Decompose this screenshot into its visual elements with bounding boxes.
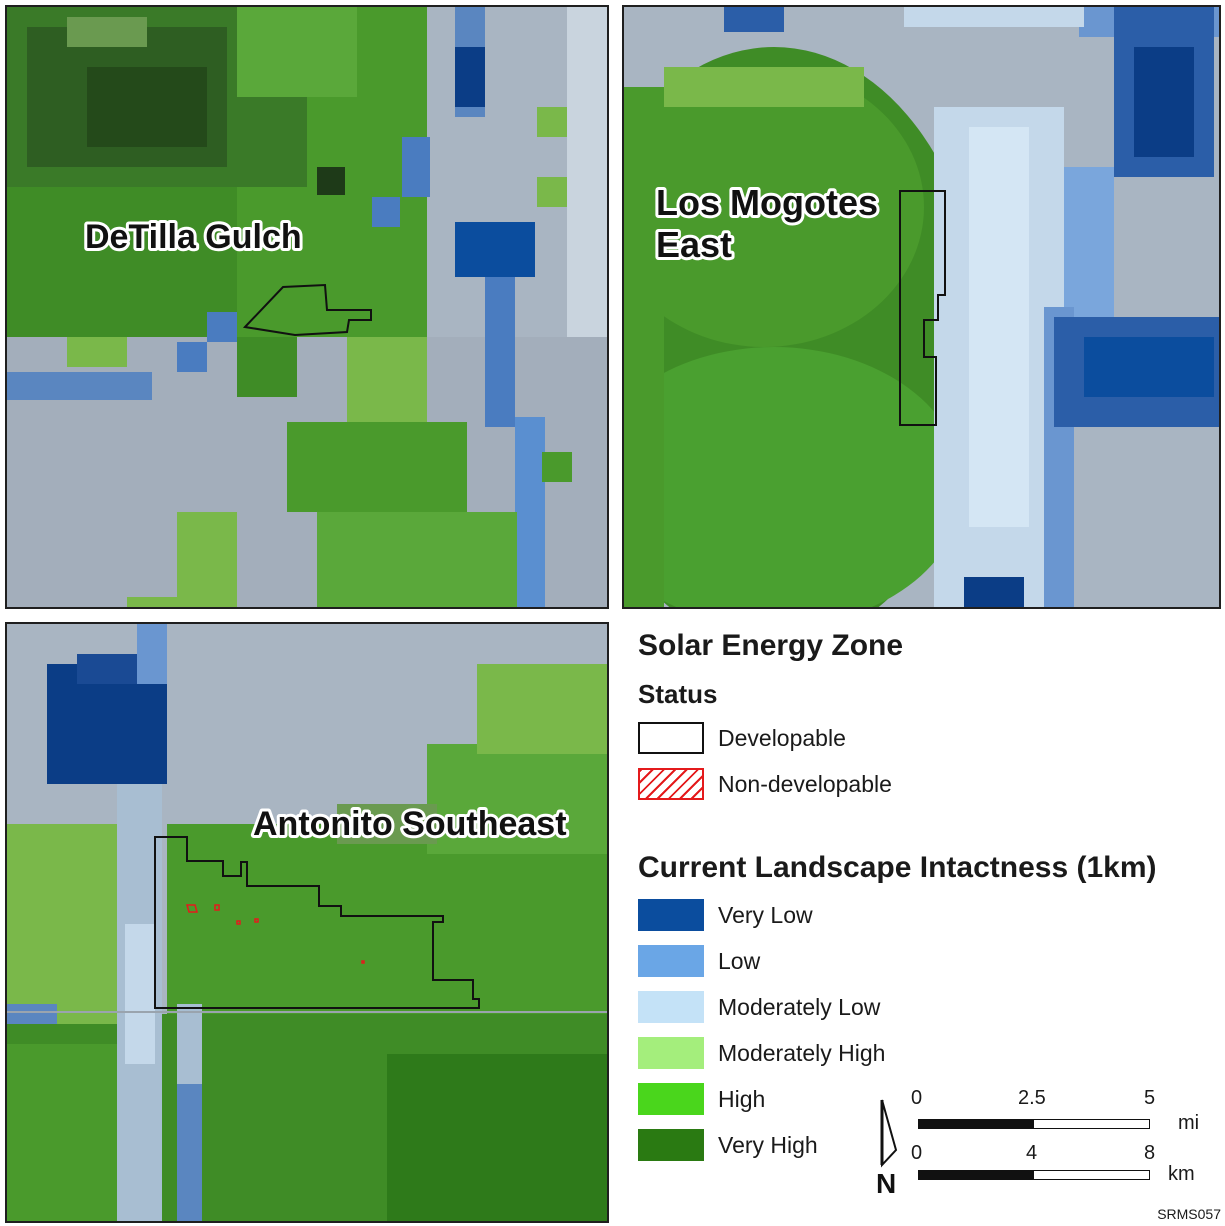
intactness-heading: Current Landscape Intactness (1km) [638, 851, 1156, 885]
map-panel-antonito-southeast[interactable]: Antonito Southeast [5, 622, 609, 1223]
legend-item-moderately-high: Moderately High [638, 1035, 885, 1071]
scale-bar-miles [918, 1119, 1150, 1129]
label-detilla-gulch: DeTilla Gulch [85, 218, 302, 256]
map-panel-los-mogotes-east[interactable]: Los Mogotes East [622, 5, 1221, 609]
scale-mi-unit: mi [1178, 1112, 1199, 1135]
high-swatch [638, 1083, 704, 1115]
map-credit: SRMS057 [1157, 1206, 1221, 1222]
legend: Solar Energy Zone Status Developable Non… [638, 625, 1218, 1220]
moderately-high-swatch [638, 1037, 704, 1069]
scale-mi-tick-2: 5 [1144, 1087, 1155, 1110]
developable-label: Developable [718, 725, 846, 752]
north-letter: N [876, 1168, 896, 1195]
map-antonito-southeast: Antonito Southeast [7, 624, 607, 1221]
map-panel-detilla-gulch[interactable]: DeTilla Gulch [5, 5, 609, 609]
legend-item-very-high: Very High [638, 1127, 818, 1163]
non-developable-swatch [638, 768, 704, 800]
legend-item-very-low: Very Low [638, 897, 813, 933]
map-detilla-gulch: DeTilla Gulch [7, 7, 607, 607]
scale-km-tick-2: 8 [1144, 1142, 1155, 1165]
legend-title: Solar Energy Zone [638, 629, 903, 663]
very-high-label: Very High [718, 1132, 818, 1159]
label-antonito-southeast: Antonito Southeast [253, 805, 567, 843]
status-heading: Status [638, 679, 717, 710]
very-low-swatch [638, 899, 704, 931]
moderately-high-label: Moderately High [718, 1040, 885, 1067]
moderately-low-swatch [638, 991, 704, 1023]
map-los-mogotes-east: Los Mogotes East [624, 7, 1219, 607]
non-developable-label: Non-developable [718, 771, 892, 798]
scale-mi-tick-0: 0 [911, 1087, 922, 1110]
label-los-mogotes: Los Mogotes [656, 182, 878, 223]
low-label: Low [718, 948, 760, 975]
north-arrow-icon: N [874, 1095, 904, 1195]
legend-item-low: Low [638, 943, 760, 979]
scale-mi-tick-1: 2.5 [1018, 1087, 1046, 1110]
moderately-low-label: Moderately Low [718, 994, 880, 1021]
legend-item-developable: Developable [638, 720, 846, 756]
scale-km-unit: km [1168, 1163, 1195, 1186]
scale-km-tick-1: 4 [1026, 1142, 1037, 1165]
scale-km-tick-0: 0 [911, 1142, 922, 1165]
very-high-swatch [638, 1129, 704, 1161]
legend-item-high: High [638, 1081, 765, 1117]
low-swatch [638, 945, 704, 977]
legend-item-non-developable: Non-developable [638, 766, 892, 802]
developable-swatch [638, 722, 704, 754]
scale-bar-km [918, 1170, 1150, 1180]
legend-item-moderately-low: Moderately Low [638, 989, 880, 1025]
high-label: High [718, 1086, 765, 1113]
raster-cells [7, 7, 607, 607]
label-east: East [656, 224, 732, 265]
very-low-label: Very Low [718, 902, 813, 929]
